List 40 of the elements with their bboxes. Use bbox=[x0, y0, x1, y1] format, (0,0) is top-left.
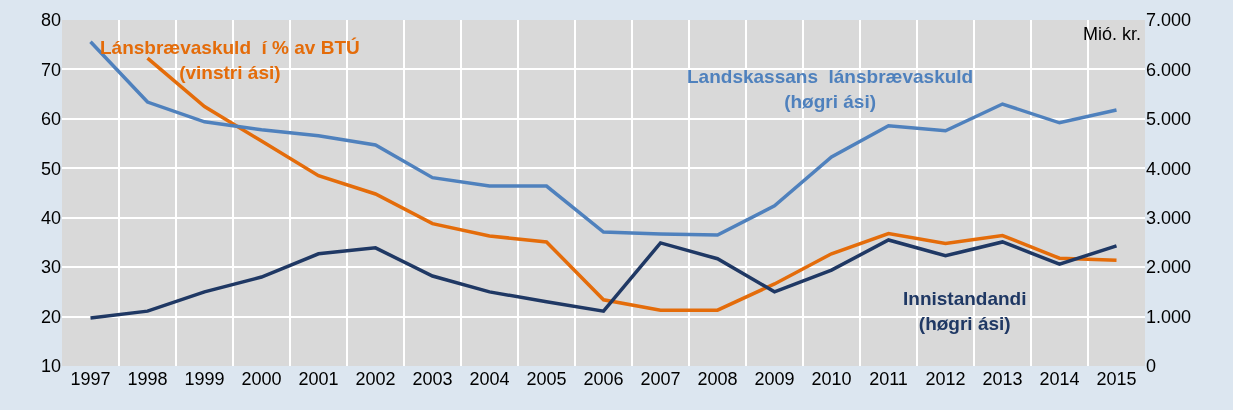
x-tick-label: 2007 bbox=[640, 369, 681, 389]
y2-tick-label: 0 bbox=[1146, 356, 1157, 377]
x-tick-label: 2012 bbox=[925, 369, 966, 389]
x-tick-label: 2009 bbox=[754, 369, 795, 389]
x-tick-label: 2001 bbox=[298, 369, 339, 389]
text: Lánsbrævaskuld í % av BTÚ (vinstri ási) bbox=[100, 37, 360, 83]
series-label: Landskassans lánsbrævaskuld (høgri ási) bbox=[687, 66, 974, 112]
y2-tick-label: 7.000 bbox=[1146, 10, 1192, 31]
x-tick-label: 2002 bbox=[355, 369, 396, 389]
x-tick-label: 2003 bbox=[412, 369, 453, 389]
x-tick-label: 2014 bbox=[1039, 369, 1080, 389]
x-tick-label: 2015 bbox=[1096, 369, 1137, 389]
x-tick-label: 1997 bbox=[70, 369, 111, 389]
y-tick-label: 20 bbox=[40, 306, 61, 327]
x-tick-label: 2000 bbox=[241, 369, 282, 389]
y-tick-label: 70 bbox=[40, 59, 61, 80]
y2-tick-label: 4.000 bbox=[1146, 158, 1192, 179]
x-tick-label: 1999 bbox=[184, 369, 225, 389]
x-tick-label: 2008 bbox=[697, 369, 738, 389]
y-tick-label: 10 bbox=[40, 356, 61, 377]
y-tick-label: 50 bbox=[40, 158, 61, 179]
y-tick-label: 80 bbox=[40, 10, 61, 31]
x-tick-label: 2011 bbox=[869, 369, 908, 389]
y2-tick-label: 2.000 bbox=[1146, 257, 1192, 278]
x-tick-label: 1998 bbox=[127, 369, 168, 389]
x-tick-label: 2004 bbox=[469, 369, 510, 389]
y2-tick-label: 6.000 bbox=[1146, 59, 1192, 80]
y2-tick-label: 1.000 bbox=[1146, 306, 1192, 327]
y-tick-label: 60 bbox=[40, 109, 61, 130]
y2-axis-title: Mió. kr. bbox=[1083, 24, 1142, 44]
y2-tick-label: 5.000 bbox=[1146, 109, 1192, 130]
y2-tick-label: 3.000 bbox=[1146, 208, 1192, 229]
y-tick-label: 40 bbox=[40, 208, 61, 229]
x-tick-label: 2006 bbox=[583, 369, 624, 389]
x-tick-label: 2005 bbox=[526, 369, 567, 389]
x-tick-label: 2010 bbox=[811, 369, 852, 389]
series-label: Innistandandi (høgri ási) bbox=[903, 288, 1027, 334]
x-tick-label: 2013 bbox=[982, 369, 1023, 389]
line-series bbox=[145, 56, 1119, 312]
y-tick-label: 30 bbox=[40, 257, 61, 278]
